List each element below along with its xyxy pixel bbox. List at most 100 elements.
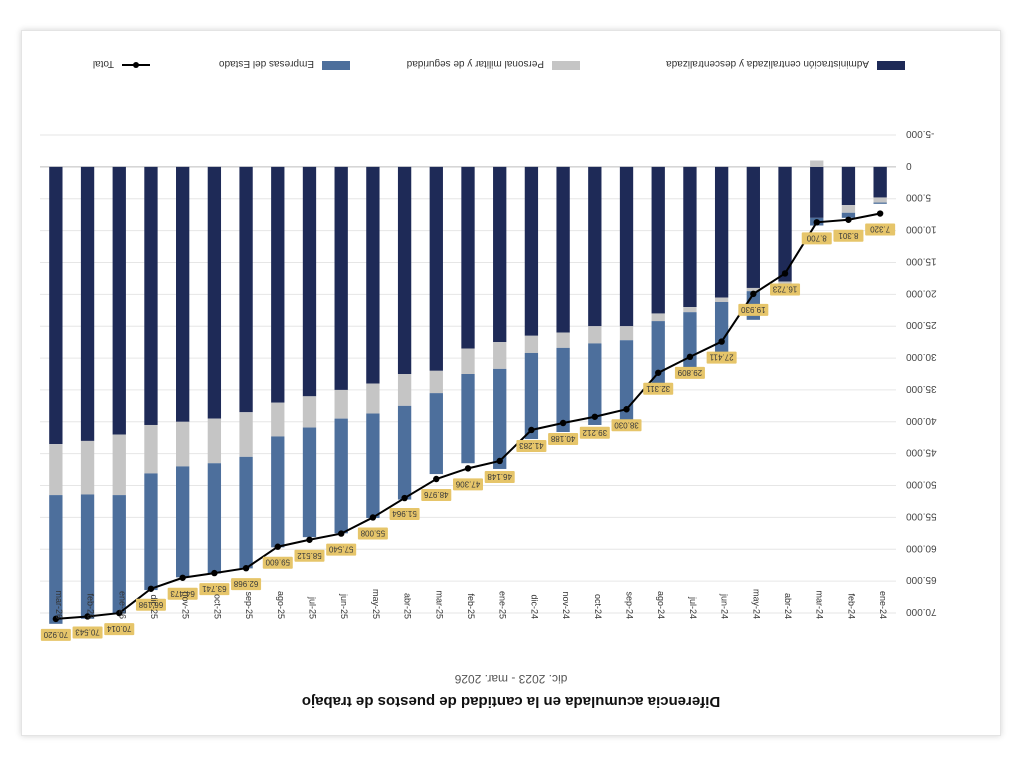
y-axis-tick-labels: -5.000 0 5.000 10.000 15.000 20.000 25.000 30.0… — [906, 128, 937, 617]
data-label: 70.920 — [43, 630, 68, 639]
bar-segment-series-1 — [746, 287, 760, 292]
bar-segment-series-2 — [112, 495, 126, 614]
bar-segment-series-0 — [334, 166, 348, 390]
total-point — [306, 536, 313, 543]
bar-segment-series-2 — [302, 427, 317, 538]
data-label: 57.540 — [328, 545, 353, 554]
bars — [49, 160, 887, 624]
y-tick-label: 40.000 — [906, 415, 937, 426]
total-point — [337, 530, 345, 537]
bar-segment-series-0 — [207, 166, 222, 419]
bar-segment-series-0 — [80, 166, 95, 441]
total-point — [718, 338, 725, 345]
bar-segment-series-2 — [524, 352, 539, 440]
total-point — [845, 216, 852, 223]
bar-segment-series-2 — [841, 212, 856, 218]
data-label-box — [674, 366, 705, 379]
data-label-box — [262, 556, 293, 569]
data-label-box — [770, 283, 801, 296]
data-label-box — [72, 626, 103, 639]
bar-segment-series-1 — [493, 342, 507, 369]
total-point — [211, 569, 218, 577]
x-tick-label: nov-24 — [561, 591, 571, 619]
x-tick-label: sep-24 — [625, 591, 635, 619]
total-point — [369, 514, 377, 521]
bar-segment-series-1 — [683, 307, 697, 313]
total-point — [655, 369, 662, 376]
legend: Administración centralizada y descentral… — [93, 58, 905, 70]
bar-segment-series-0 — [302, 166, 317, 397]
bar-segment-series-0 — [746, 166, 760, 288]
data-label-box — [484, 470, 515, 483]
bar-segment-series-1 — [841, 205, 856, 213]
data-label-box — [643, 382, 674, 395]
legend-swatch — [322, 61, 350, 70]
total-point — [147, 585, 155, 592]
total-point — [686, 353, 694, 361]
bar-segment-series-0 — [873, 166, 887, 198]
bar-segment-series-0 — [841, 166, 856, 206]
data-label-box — [231, 578, 262, 591]
total-point — [813, 219, 820, 226]
bar-segment-series-0 — [144, 166, 158, 425]
y-tick-label: 65.000 — [906, 574, 937, 585]
data-label-box — [611, 419, 642, 432]
bar-segment-series-2 — [239, 456, 253, 569]
x-tick-label: ago-24 — [656, 591, 666, 619]
bar-segment-series-1 — [239, 412, 253, 457]
y-tick-label: 25.000 — [906, 319, 937, 330]
bar-segment-series-0 — [778, 166, 792, 282]
x-tick-label: mar-25 — [434, 590, 444, 619]
data-label: 8.700 — [806, 233, 827, 242]
x-tick-label: mar-24 — [815, 590, 825, 619]
bar-segment-series-2 — [80, 494, 95, 619]
total-point — [591, 413, 599, 420]
legend-label: Empresas del Estado — [219, 58, 314, 69]
bar-segment-series-2 — [397, 405, 412, 500]
total-point — [179, 574, 186, 581]
bar-segment-series-1 — [366, 383, 380, 414]
bar-segment-series-1 — [302, 396, 317, 428]
bar-segment-series-0 — [429, 166, 443, 371]
x-tick-label: jun-24 — [720, 593, 730, 619]
data-label: 46.148 — [487, 472, 512, 481]
total-point — [750, 290, 757, 298]
bar-segment-series-1 — [619, 326, 634, 341]
bar-segment-series-2 — [683, 312, 697, 371]
data-label-box — [833, 229, 864, 242]
legend-swatch-marker — [133, 62, 139, 68]
data-label: 38.030 — [614, 420, 639, 429]
chart-paper: Diferencia acumulada en la cantidad de p… — [21, 30, 1001, 736]
legend-label: Administración centralizada y descentral… — [666, 58, 869, 69]
bar-segment-series-1 — [461, 348, 475, 374]
total-point — [274, 543, 281, 550]
total-point — [496, 457, 503, 465]
bar-segment-series-2 — [651, 321, 665, 390]
bar-segment-series-2 — [556, 347, 570, 432]
data-label-box — [389, 508, 420, 521]
bar-segment-series-1 — [176, 421, 190, 467]
bar-segment-series-2 — [873, 202, 887, 204]
x-tick-label: dic-24 — [529, 594, 539, 619]
y-tick-label: -5.000 — [906, 128, 935, 139]
x-tick-label: ene-25 — [498, 591, 508, 619]
data-label-box — [294, 549, 325, 562]
y-tick-label: 0 — [906, 160, 912, 171]
bar-segment-series-1 — [810, 160, 824, 167]
bar-segment-series-0 — [524, 166, 539, 336]
y-tick-label: 5.000 — [906, 192, 931, 203]
data-label: 16.723 — [772, 284, 797, 293]
bar-segment-series-1 — [397, 374, 412, 406]
bar-segment-series-2 — [334, 418, 348, 534]
bar-segment-series-2 — [493, 368, 507, 469]
bar-segment-series-2 — [144, 473, 158, 591]
bar-segment-series-2 — [271, 436, 285, 548]
y-tick-label: 20.000 — [906, 287, 937, 298]
legend-label: Total — [93, 58, 114, 69]
total-point — [623, 406, 630, 413]
x-tick-label: sep-25 — [244, 591, 254, 619]
bar-segment-series-1 — [873, 197, 887, 203]
y-tick-label: 30.000 — [906, 351, 937, 362]
bar-segment-series-0 — [397, 166, 412, 374]
